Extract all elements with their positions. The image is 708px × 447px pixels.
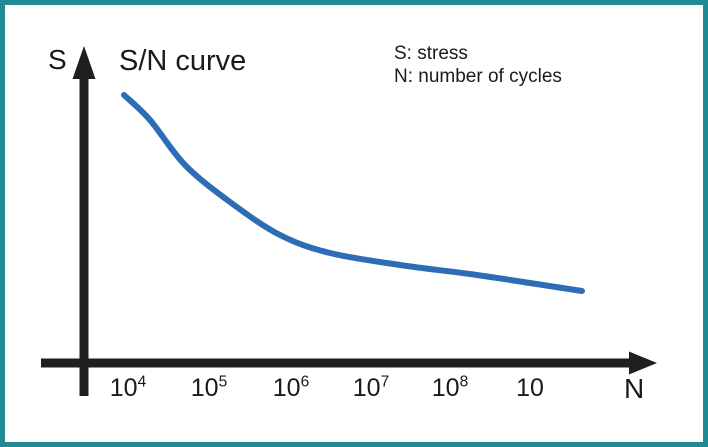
x-axis-arrow-icon [629, 351, 657, 375]
x-tick-label: 107 [352, 373, 390, 402]
x-axis-label: N [624, 373, 645, 404]
y-axis-arrow-icon [72, 46, 96, 79]
x-tick-label: 108 [431, 373, 469, 402]
x-tick-label: 106 [272, 373, 310, 402]
x-tick-label: 105 [190, 373, 228, 402]
sn-curve-line [121, 92, 585, 294]
legend-line-stress: S: stress [394, 43, 468, 64]
x-tick-label: 104 [109, 373, 147, 402]
legend-line-cycles: N: number of cycles [394, 66, 562, 87]
chart-title: S/N curve [119, 45, 247, 77]
legend: S: stress N: number of cycles [394, 42, 562, 88]
y-axis-label: S [48, 44, 68, 75]
x-tick-label: 10 [516, 374, 544, 402]
